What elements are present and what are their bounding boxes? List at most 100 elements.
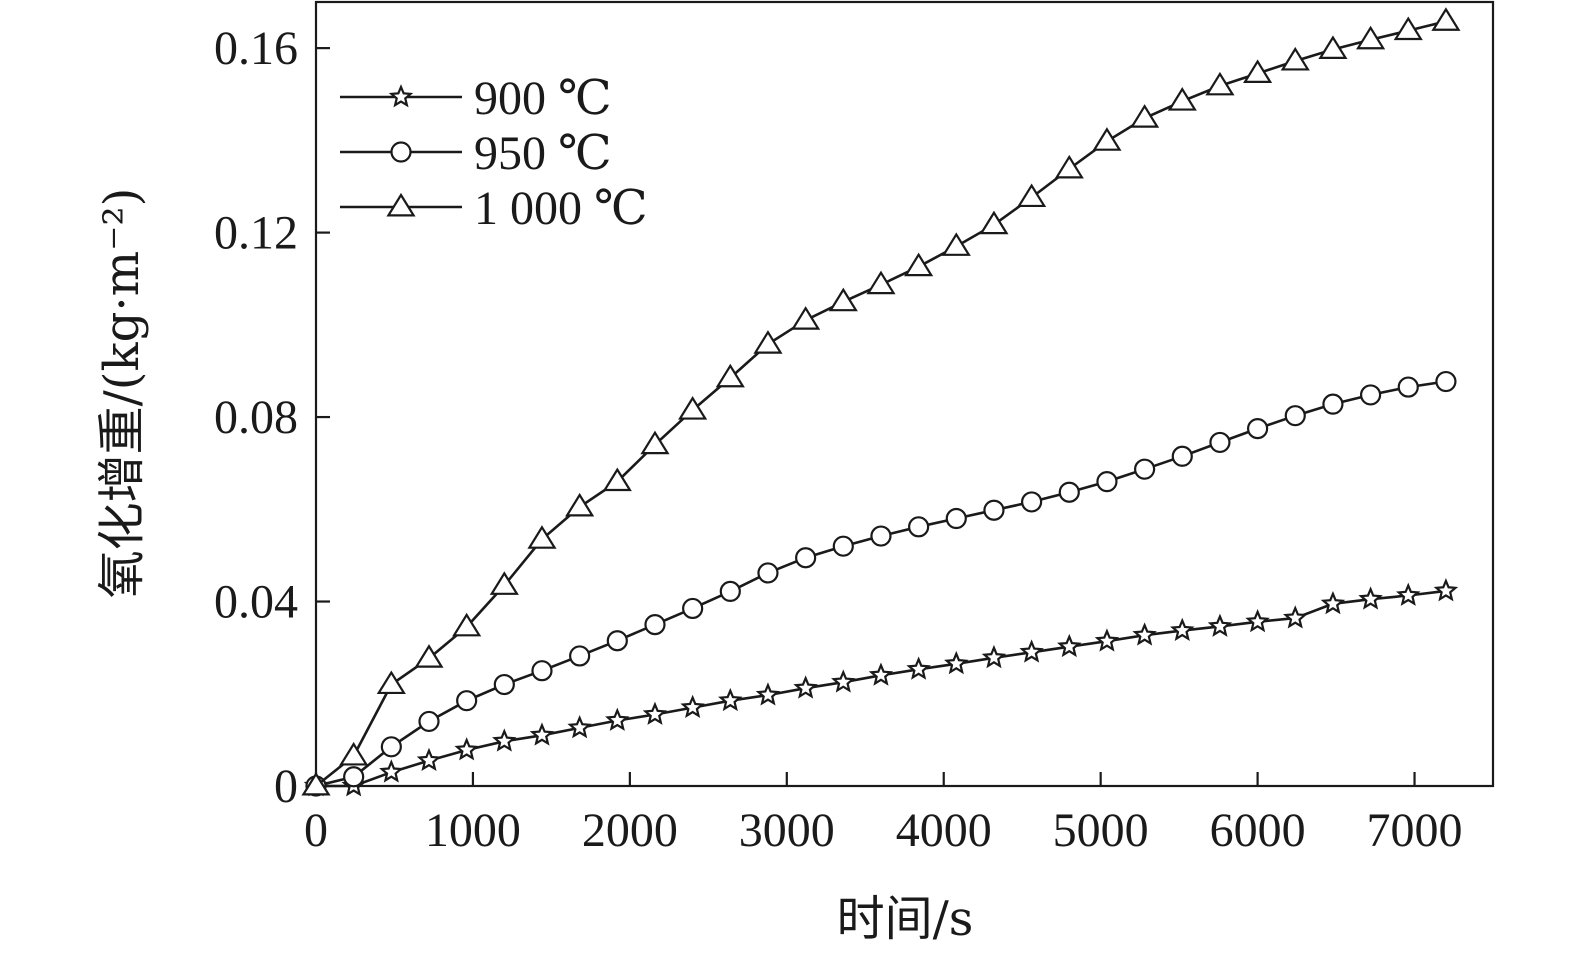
- legend-label: 900 ℃: [474, 72, 612, 125]
- data-point: [489, 571, 519, 595]
- data-point: [1280, 46, 1310, 71]
- data-point: [454, 737, 479, 761]
- data-point: [1205, 71, 1235, 96]
- data-point: [1209, 431, 1231, 454]
- data-point: [793, 675, 818, 699]
- data-point: [715, 363, 745, 388]
- data-point: [1431, 7, 1461, 31]
- data-point: [1017, 183, 1047, 208]
- data-point: [1318, 35, 1348, 60]
- data-point: [416, 747, 442, 772]
- data-point: [753, 330, 783, 354]
- data-point: [945, 507, 967, 530]
- y-axis-title: 氧化增重/(kg·m⁻²): [94, 188, 150, 599]
- data-point: [1207, 613, 1233, 637]
- data-point: [418, 710, 440, 733]
- y-tick-label: 0.16: [214, 22, 298, 75]
- data-point: [605, 707, 630, 731]
- data-point: [866, 270, 896, 295]
- data-point: [908, 516, 930, 538]
- data-point: [456, 690, 478, 712]
- data-point: [1245, 608, 1270, 633]
- data-point: [1322, 393, 1344, 415]
- y-tick-label: 0.08: [214, 391, 298, 444]
- data-point: [301, 771, 331, 796]
- data-point: [981, 644, 1007, 669]
- data-point: [414, 644, 444, 668]
- plot-frame: [314, 0, 1495, 788]
- y-tick-label: 0.12: [214, 207, 298, 260]
- legend-label: 950 ℃: [474, 127, 612, 180]
- data-point: [831, 669, 856, 693]
- data-point: [376, 670, 406, 695]
- series-circle: [305, 370, 1457, 797]
- data-point: [565, 492, 595, 517]
- data-point: [569, 645, 591, 667]
- data-point: [452, 612, 482, 637]
- x-tick-label: 5000: [1053, 804, 1149, 857]
- series-layer: [301, 7, 1461, 797]
- x-tick-label: 2000: [582, 804, 678, 857]
- data-point: [719, 580, 741, 602]
- data-point: [1019, 639, 1044, 663]
- plot-area: [314, 0, 1495, 788]
- data-point: [642, 701, 668, 725]
- data-point: [527, 525, 557, 549]
- x-tick-label: 4000: [896, 804, 992, 857]
- data-point: [795, 547, 817, 569]
- data-point: [1320, 590, 1346, 615]
- data-point: [492, 728, 517, 752]
- data-point: [870, 525, 892, 547]
- data-point: [531, 660, 553, 682]
- data-point: [567, 715, 592, 739]
- x-tick-label: 1000: [425, 804, 521, 857]
- data-point: [979, 210, 1009, 235]
- legend-marker: [390, 141, 412, 163]
- data-point: [755, 682, 781, 706]
- data-point: [343, 766, 365, 788]
- data-point: [1435, 370, 1457, 393]
- series-line-circle: [315, 380, 1447, 788]
- data-point: [1021, 491, 1043, 513]
- data-point: [1358, 586, 1383, 610]
- data-point: [718, 687, 743, 712]
- data-point: [983, 499, 1005, 521]
- y-axis: 0 0.04 0.08 0.12 0.16: [214, 22, 330, 813]
- data-point: [1057, 633, 1082, 658]
- data-point: [904, 252, 934, 277]
- data-point: [1393, 16, 1423, 41]
- data-point: [1094, 628, 1120, 652]
- data-point: [828, 287, 858, 312]
- x-tick-label: 6000: [1210, 804, 1306, 857]
- x-tick-label: 0: [304, 804, 328, 857]
- data-point: [682, 597, 704, 620]
- legend-label: 1 000 ℃: [474, 182, 648, 235]
- data-point: [1243, 59, 1273, 83]
- legend-marker: [388, 84, 414, 108]
- data-point: [1433, 578, 1459, 602]
- legend-item: 900 ℃: [340, 72, 612, 125]
- data-point: [906, 656, 931, 680]
- data-point: [1167, 87, 1197, 111]
- data-point: [1397, 376, 1419, 398]
- data-point: [791, 306, 821, 330]
- data-point: [680, 694, 705, 719]
- data-point: [944, 650, 969, 675]
- y-tick-label: 0: [274, 760, 298, 813]
- data-point: [1054, 154, 1084, 179]
- data-point: [1356, 25, 1386, 50]
- data-point: [1246, 417, 1269, 440]
- data-point: [1396, 582, 1421, 606]
- data-point: [1170, 617, 1195, 641]
- data-point: [1359, 384, 1382, 406]
- data-point: [941, 232, 971, 256]
- data-point: [529, 722, 555, 746]
- legend-item: 950 ℃: [340, 127, 612, 180]
- series-line-star: [316, 589, 1447, 788]
- x-axis: 0 1000 2000 3000 4000 5000 6000 7000: [304, 772, 1463, 857]
- data-point: [493, 673, 515, 696]
- series-triangle: [301, 7, 1461, 796]
- data-point: [1283, 605, 1308, 629]
